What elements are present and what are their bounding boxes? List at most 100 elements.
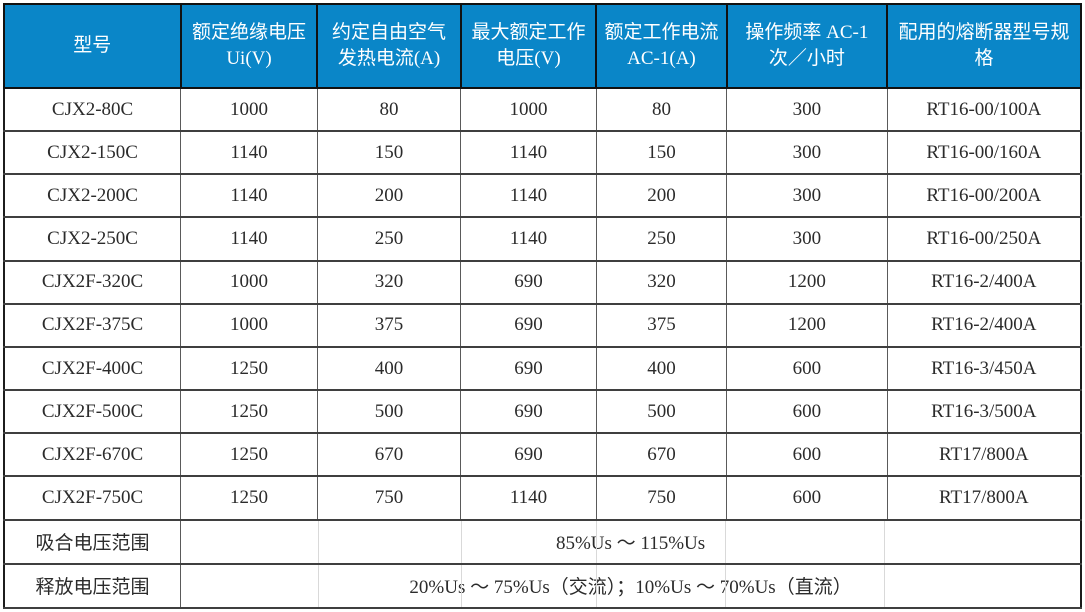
faint-column-divider xyxy=(884,520,886,563)
cell-working-current: 200 xyxy=(595,173,728,219)
cell-insulation-voltage: 1000 xyxy=(180,302,318,348)
column-header-fuse-type: 配用的熔断器型号规格 xyxy=(886,3,1082,89)
pickup-voltage-range-value: 85%Us ～ 115%Us xyxy=(555,533,706,555)
table-row: CJX2F-670C 1250 670 690 670 600 RT17/800… xyxy=(3,432,1082,478)
cell-working-current: 250 xyxy=(595,216,728,262)
column-header-working-current: 额定工作电流 AC-1(A) xyxy=(595,3,728,89)
cell-operation-frequency: 600 xyxy=(726,475,888,521)
cell-insulation-voltage: 1140 xyxy=(180,216,318,262)
column-header-operation-frequency: 操作频率 AC-1 次／小时 xyxy=(725,3,889,89)
cell-thermal-current: 750 xyxy=(316,475,462,521)
table-row-pickup-voltage: 吸合电压范围 85%Us ～ 115%Us xyxy=(3,518,1082,565)
cell-fuse-type: RT16-3/500A xyxy=(886,389,1082,435)
header-row: 型号 额定绝缘电压 Ui(V) 约定自由空气发热电流(A) 最大额定工作电压(V… xyxy=(3,3,1082,89)
cell-operation-frequency: 600 xyxy=(726,389,888,435)
cell-thermal-current: 250 xyxy=(316,216,462,262)
table-row-release-voltage: 释放电压范围 20%Us ～ 75%Us（交流）；10%Us ～ 70%Us（直… xyxy=(3,562,1082,610)
cell-fuse-type: RT16-3/450A xyxy=(886,345,1082,392)
cell-fuse-type: RT17/800A xyxy=(886,475,1082,521)
cell-thermal-current: 670 xyxy=(316,432,462,478)
cell-working-current: 400 xyxy=(595,345,728,392)
cell-max-working-voltage: 1140 xyxy=(460,173,597,219)
table-row: CJX2-80C 1000 80 1000 80 300 RT16-00/100… xyxy=(3,86,1082,133)
cell-working-current: 670 xyxy=(595,432,728,478)
cell-max-working-voltage: 1140 xyxy=(460,475,597,521)
cell-model: CJX2F-400C xyxy=(3,345,182,392)
cell-model: CJX2F-500C xyxy=(3,389,182,435)
cell-insulation-voltage: 1000 xyxy=(180,86,318,133)
cell-max-working-voltage: 690 xyxy=(460,345,597,392)
cell-working-current: 750 xyxy=(595,475,728,521)
cell-working-current: 150 xyxy=(595,130,728,176)
cell-thermal-current: 375 xyxy=(316,302,462,348)
cell-model: CJX2-80C xyxy=(3,86,182,133)
cell-fuse-type: RT16-2/400A xyxy=(886,302,1082,348)
cell-working-current: 80 xyxy=(595,86,728,133)
cell-fuse-type: RT16-00/250A xyxy=(886,216,1082,262)
cell-insulation-voltage: 1000 xyxy=(180,259,318,305)
cell-model: CJX2-200C xyxy=(3,173,182,219)
cell-thermal-current: 500 xyxy=(316,389,462,435)
table-footer: 吸合电压范围 85%Us ～ 115%Us 释放电压范围 xyxy=(3,518,1082,610)
table-header: 型号 额定绝缘电压 Ui(V) 约定自由空气发热电流(A) 最大额定工作电压(V… xyxy=(3,3,1082,89)
cell-insulation-voltage: 1250 xyxy=(180,475,318,521)
cell-operation-frequency: 300 xyxy=(726,216,888,262)
cell-insulation-voltage: 1250 xyxy=(180,345,318,392)
pickup-voltage-label: 吸合电压范围 xyxy=(3,518,182,565)
column-header-insulation-voltage: 额定绝缘电压 Ui(V) xyxy=(179,3,319,89)
cell-fuse-type: RT16-00/100A xyxy=(886,86,1082,133)
faint-column-divider xyxy=(317,564,319,607)
cell-insulation-voltage: 1140 xyxy=(180,173,318,219)
table-row: CJX2-200C 1140 200 1140 200 300 RT16-00/… xyxy=(3,173,1082,219)
release-voltage-range-cell: 20%Us ～ 75%Us（交流）；10%Us ～ 70%Us（直流） xyxy=(180,562,1082,610)
cell-max-working-voltage: 690 xyxy=(460,302,597,348)
contactor-spec-table: 型号 额定绝缘电压 Ui(V) 约定自由空气发热电流(A) 最大额定工作电压(V… xyxy=(3,3,1082,610)
cell-max-working-voltage: 690 xyxy=(460,259,597,305)
cell-operation-frequency: 1200 xyxy=(726,259,888,305)
cell-thermal-current: 150 xyxy=(316,130,462,176)
cell-max-working-voltage: 690 xyxy=(460,389,597,435)
cell-operation-frequency: 300 xyxy=(726,130,888,176)
cell-model: CJX2-150C xyxy=(3,130,182,176)
cell-insulation-voltage: 1140 xyxy=(180,130,318,176)
pickup-voltage-range-cell: 85%Us ～ 115%Us xyxy=(180,518,1082,565)
cell-model: CJX2F-750C xyxy=(3,475,182,521)
release-voltage-range-value: 20%Us ～ 75%Us（交流）；10%Us ～ 70%Us（直流） xyxy=(409,577,852,599)
cell-operation-frequency: 300 xyxy=(726,173,888,219)
cell-max-working-voltage: 1140 xyxy=(460,130,597,176)
faint-column-divider xyxy=(724,520,726,563)
cell-thermal-current: 200 xyxy=(316,173,462,219)
faint-column-divider xyxy=(884,564,886,607)
table-row: CJX2F-400C 1250 400 690 400 600 RT16-3/4… xyxy=(3,345,1082,392)
table-row: CJX2-150C 1140 150 1140 150 300 RT16-00/… xyxy=(3,130,1082,176)
table-row: CJX2F-320C 1000 320 690 320 1200 RT16-2/… xyxy=(3,259,1082,305)
cell-working-current: 320 xyxy=(595,259,728,305)
cell-working-current: 500 xyxy=(595,389,728,435)
column-header-max-working-voltage: 最大额定工作电压(V) xyxy=(459,3,598,89)
cell-max-working-voltage: 690 xyxy=(460,432,597,478)
column-header-thermal-current: 约定自由空气发热电流(A) xyxy=(316,3,462,89)
cell-thermal-current: 80 xyxy=(316,86,462,133)
column-header-model: 型号 xyxy=(3,3,182,89)
cell-thermal-current: 320 xyxy=(316,259,462,305)
cell-operation-frequency: 300 xyxy=(726,86,888,133)
faint-column-divider xyxy=(460,520,462,563)
cell-model: CJX2F-670C xyxy=(3,432,182,478)
cell-max-working-voltage: 1140 xyxy=(460,216,597,262)
cell-max-working-voltage: 1000 xyxy=(460,86,597,133)
release-voltage-label: 释放电压范围 xyxy=(3,562,182,610)
cell-model: CJX2F-320C xyxy=(3,259,182,305)
cell-insulation-voltage: 1250 xyxy=(180,432,318,478)
cell-operation-frequency: 600 xyxy=(726,432,888,478)
cell-insulation-voltage: 1250 xyxy=(180,389,318,435)
table-row: CJX2F-750C 1250 750 1140 750 600 RT17/80… xyxy=(3,475,1082,521)
table-row: CJX2F-375C 1000 375 690 375 1200 RT16-2/… xyxy=(3,302,1082,348)
table-row: CJX2-250C 1140 250 1140 250 300 RT16-00/… xyxy=(3,216,1082,262)
cell-fuse-type: RT16-2/400A xyxy=(886,259,1082,305)
cell-operation-frequency: 600 xyxy=(726,345,888,392)
cell-fuse-type: RT17/800A xyxy=(886,432,1082,478)
table-body: CJX2-80C 1000 80 1000 80 300 RT16-00/100… xyxy=(3,86,1082,521)
cell-model: CJX2F-375C xyxy=(3,302,182,348)
cell-fuse-type: RT16-00/160A xyxy=(886,130,1082,176)
